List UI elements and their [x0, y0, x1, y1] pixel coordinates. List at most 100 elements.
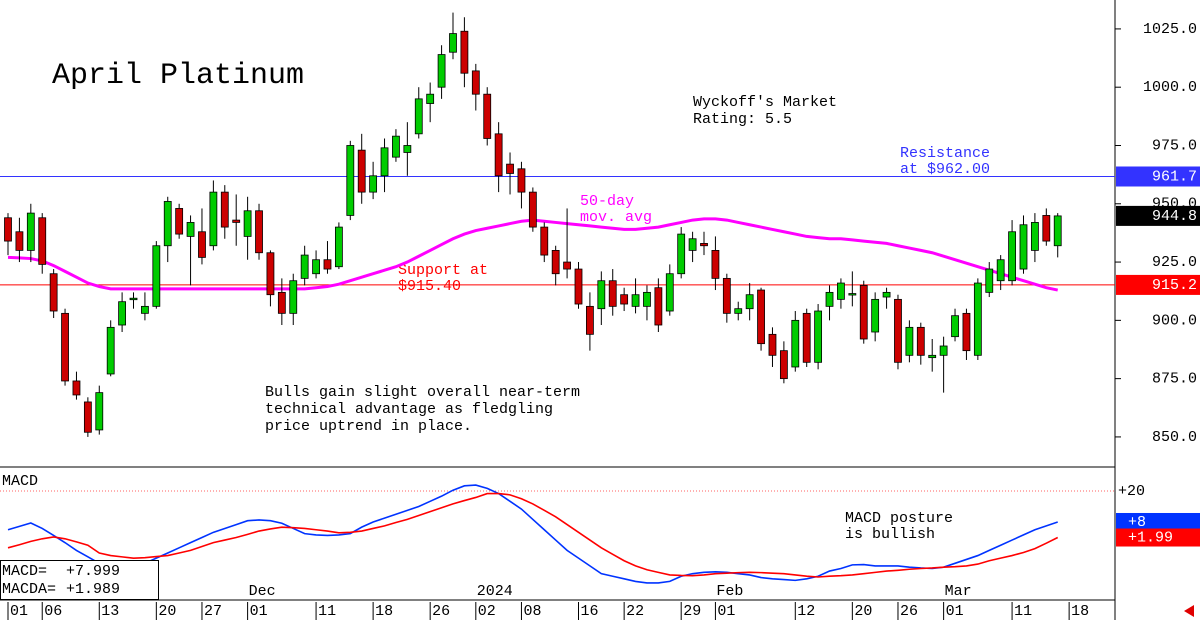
x-tick-label: 16 — [581, 603, 599, 620]
candle-body — [471, 70, 480, 95]
candle-body — [209, 191, 218, 247]
candle-body — [1042, 215, 1051, 242]
x-tick-label: 22 — [626, 603, 644, 620]
x-tick-label: 12 — [797, 603, 815, 620]
candle-body — [711, 250, 720, 279]
candle-body — [163, 201, 172, 247]
candle-body — [916, 326, 925, 356]
y-tick-label: +20 — [1118, 483, 1145, 500]
annotation: technical advantage as fledgling — [265, 401, 553, 418]
candle-body — [1019, 224, 1028, 270]
panel-title: MACD — [2, 473, 38, 490]
candle-body — [837, 282, 845, 300]
candle-body — [414, 98, 423, 135]
readout-box — [0, 560, 159, 600]
x-tick-label: 02 — [478, 603, 496, 620]
x-tick-label: 20 — [854, 603, 872, 620]
level-label: Support at — [398, 262, 488, 279]
x-tick-label: 26 — [900, 603, 918, 620]
candle-body — [779, 350, 788, 380]
x-tick-label: 18 — [1071, 603, 1089, 620]
x-tick-label: 27 — [204, 603, 222, 620]
candle-body — [848, 293, 857, 296]
candle-body — [1008, 231, 1016, 282]
candle-body — [95, 392, 104, 431]
candle-body — [882, 291, 891, 298]
level-marker-label: 961.7 — [1152, 168, 1197, 185]
candle-body — [551, 250, 560, 275]
readout-name: MACDA= — [2, 581, 56, 598]
candle-body — [814, 310, 823, 363]
readout-value: +7.999 — [66, 563, 120, 580]
candle-body — [563, 261, 571, 270]
candle-body — [300, 254, 309, 279]
candle-body — [83, 401, 92, 433]
candle-body — [392, 135, 400, 158]
candle-body — [255, 210, 263, 254]
candle-body — [49, 273, 58, 312]
candle-body — [38, 217, 47, 265]
last-price-label: 944.8 — [1152, 208, 1197, 225]
candle-body — [859, 284, 868, 340]
candle-body — [232, 219, 241, 223]
candle-body — [586, 305, 594, 335]
candle-body — [426, 93, 435, 104]
candle-body — [665, 273, 674, 312]
candle-body — [574, 268, 583, 305]
moving-average-label: 50-day — [580, 193, 634, 210]
candle-body — [654, 287, 663, 326]
candle-body — [677, 233, 686, 275]
level-label: Resistance — [900, 145, 990, 162]
level-marker-label: 915.2 — [1152, 277, 1197, 294]
candle-body — [962, 312, 971, 352]
month-label: Feb — [716, 583, 743, 600]
candle-body — [996, 259, 1005, 282]
candle-body — [72, 380, 81, 396]
candle-body — [61, 312, 69, 382]
candle-body — [894, 298, 902, 363]
y-tick-label: 1000.0 — [1143, 79, 1197, 96]
candle-body — [528, 191, 537, 228]
macd-line — [7, 484, 1058, 584]
readout-value: +1.989 — [66, 581, 120, 598]
y-tick-label: 925.0 — [1152, 254, 1197, 271]
annotation: Wyckoff's Market — [693, 94, 837, 111]
candle-body — [973, 282, 982, 356]
candle-body — [620, 294, 629, 305]
x-tick-label: 01 — [717, 603, 735, 620]
macd-marker — [1116, 512, 1200, 531]
candle-body — [129, 297, 138, 301]
candle-body — [26, 212, 35, 251]
candle-body — [494, 133, 503, 177]
candle-body — [597, 280, 606, 310]
candle-body — [323, 259, 332, 270]
macd-line — [7, 492, 1059, 578]
y-tick-label: 900.0 — [1152, 312, 1197, 329]
candle-body — [346, 145, 355, 216]
x-tick-label: 01 — [946, 603, 964, 620]
candle-body — [15, 231, 24, 251]
x-tick-label: 20 — [158, 603, 176, 620]
x-tick-label: 26 — [432, 603, 450, 620]
x-tick-label: 11 — [318, 603, 336, 620]
candle-body — [745, 294, 754, 310]
candle-body — [186, 222, 195, 237]
candle-body — [220, 191, 229, 228]
candle-body — [700, 243, 708, 247]
y-tick-label: 875.0 — [1152, 371, 1197, 388]
candle-body — [357, 149, 366, 193]
scroll-arrow — [1184, 605, 1194, 617]
candle-body — [768, 333, 777, 356]
candle-body — [631, 294, 640, 307]
candle-body — [152, 245, 161, 307]
candle-body — [198, 231, 206, 258]
x-tick-label: 08 — [523, 603, 541, 620]
candle-body — [951, 315, 959, 338]
candle-body — [734, 308, 743, 314]
candle-body — [175, 208, 184, 235]
x-tick-label: 01 — [10, 603, 28, 620]
annotation: price uptrend in place. — [265, 418, 472, 435]
level-label: at $962.00 — [900, 161, 990, 178]
x-tick-label: 29 — [683, 603, 701, 620]
candle-body — [722, 277, 731, 314]
